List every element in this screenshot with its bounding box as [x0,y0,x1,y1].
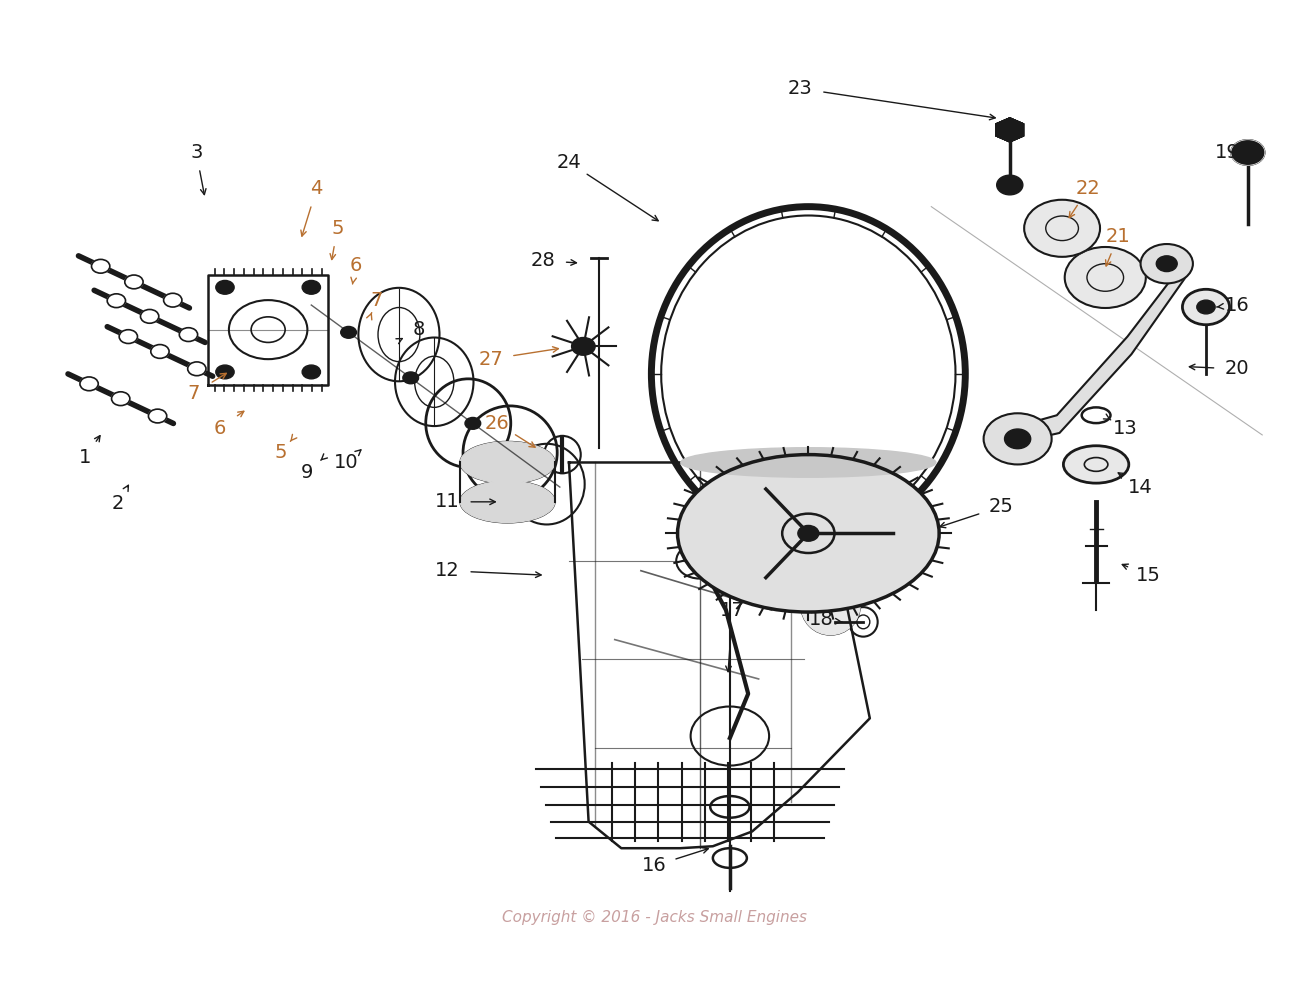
Circle shape [164,293,182,307]
Circle shape [179,328,198,341]
Circle shape [302,280,320,294]
Circle shape [1005,429,1031,449]
Text: 6: 6 [349,256,362,276]
Ellipse shape [1024,200,1100,257]
Circle shape [1197,300,1215,314]
Text: 3: 3 [190,143,203,162]
Text: 22: 22 [1076,179,1100,199]
Text: 19: 19 [1215,143,1239,162]
Circle shape [1141,244,1193,283]
Text: 5: 5 [331,218,344,238]
Ellipse shape [1063,446,1129,483]
Circle shape [150,344,169,358]
Text: 21: 21 [1107,226,1130,246]
Text: 15: 15 [1135,566,1162,585]
Ellipse shape [680,448,935,477]
Circle shape [140,309,158,323]
Circle shape [403,372,419,384]
Ellipse shape [460,442,555,483]
Circle shape [340,327,356,338]
Text: 7: 7 [370,290,383,310]
Text: 28: 28 [531,251,555,271]
Text: 16: 16 [1226,295,1249,315]
Circle shape [1231,140,1265,165]
Circle shape [302,365,320,379]
Text: 2: 2 [111,494,124,514]
Circle shape [119,330,137,343]
Circle shape [997,175,1023,195]
Circle shape [798,525,819,541]
Ellipse shape [1065,247,1146,308]
Text: 16: 16 [642,856,666,876]
Text: 23: 23 [789,79,812,98]
Circle shape [216,280,234,294]
Text: 9: 9 [301,462,314,482]
Circle shape [984,413,1052,464]
Polygon shape [1001,258,1190,445]
Text: 7: 7 [187,384,200,403]
Text: 6: 6 [213,418,226,438]
Text: 1: 1 [78,448,92,467]
Circle shape [572,338,595,355]
Circle shape [216,365,234,379]
Text: 5: 5 [275,443,288,462]
Circle shape [80,377,98,391]
Circle shape [92,260,110,274]
Text: 11: 11 [436,492,459,512]
Circle shape [107,294,126,308]
Circle shape [124,275,143,288]
Text: 13: 13 [1113,418,1137,438]
Text: 17: 17 [721,600,744,620]
Text: 18: 18 [810,610,833,630]
Text: Copyright © 2016 - Jacks Small Engines: Copyright © 2016 - Jacks Small Engines [501,909,807,925]
Text: 20: 20 [1226,359,1249,379]
Circle shape [148,409,166,423]
Text: 24: 24 [557,153,581,172]
Ellipse shape [800,576,861,635]
Circle shape [1182,289,1230,325]
Text: 4: 4 [310,179,323,199]
Text: 14: 14 [1129,477,1152,497]
Text: 27: 27 [479,349,502,369]
Circle shape [187,362,205,376]
Circle shape [1156,256,1177,272]
Text: 25: 25 [988,497,1014,517]
Ellipse shape [678,455,939,612]
Text: 26: 26 [485,413,509,433]
Circle shape [466,417,481,429]
Text: 10: 10 [335,453,358,472]
Circle shape [111,392,129,405]
Ellipse shape [460,481,555,523]
Text: 12: 12 [436,561,459,581]
Text: 8: 8 [412,320,425,339]
